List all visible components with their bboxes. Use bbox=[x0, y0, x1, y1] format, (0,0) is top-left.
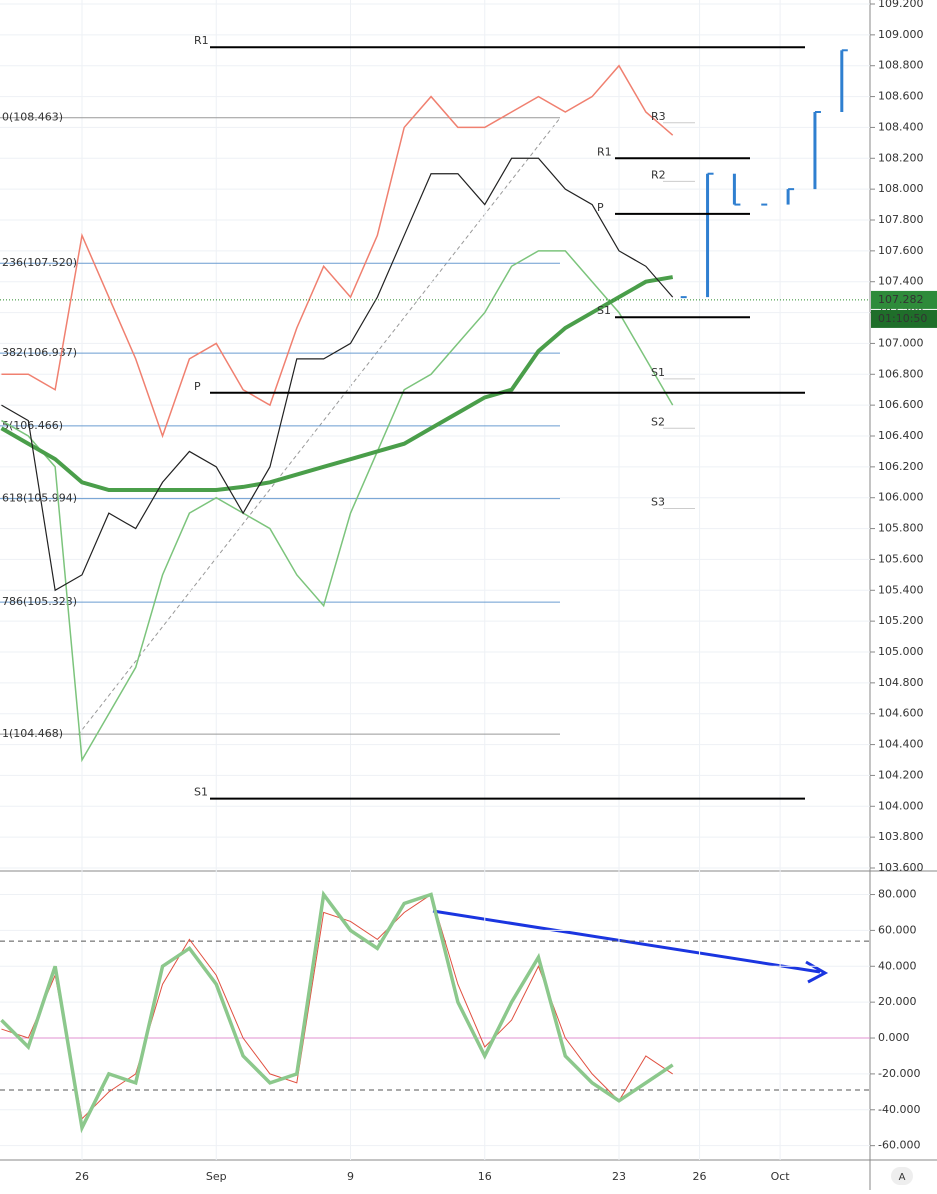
x-tick-label: 9 bbox=[347, 1170, 354, 1183]
x-tick-label: 26 bbox=[75, 1170, 89, 1183]
series-line bbox=[1, 893, 673, 1120]
y-tick-label: 106.000 bbox=[878, 491, 924, 504]
y-tick-label: 104.800 bbox=[878, 676, 924, 689]
series-line bbox=[0, 890, 674, 1134]
pivot-label: S2 bbox=[651, 415, 665, 428]
y-tick-label: 108.000 bbox=[878, 182, 924, 195]
pivot-label: S1 bbox=[597, 304, 611, 317]
y-tick-label: 107.600 bbox=[878, 244, 924, 257]
y-tick-label: 104.600 bbox=[878, 707, 924, 720]
fib-trend-line bbox=[77, 117, 561, 736]
countdown-label: 01:10:50 bbox=[878, 312, 927, 325]
y-tick-label: 106.200 bbox=[878, 460, 924, 473]
x-tick-label: Oct bbox=[771, 1170, 791, 1183]
y-tick-label: 107.400 bbox=[878, 275, 924, 288]
y-tick-label: -40.000 bbox=[878, 1103, 920, 1116]
y-tick-label: 103.800 bbox=[878, 830, 924, 843]
y-tick-label: 60.000 bbox=[878, 923, 917, 936]
y-tick-label: 105.200 bbox=[878, 614, 924, 627]
pivot-label: S1 bbox=[651, 366, 665, 379]
divergence-arrow bbox=[432, 909, 821, 974]
pivot-label: R2 bbox=[651, 168, 666, 181]
fib-label: 382(106.937) bbox=[2, 346, 77, 359]
auto-scale-glyph[interactable]: A bbox=[899, 1172, 906, 1183]
series-line bbox=[1, 64, 674, 439]
fib-label: 0(108.463) bbox=[2, 111, 63, 124]
y-tick-label: 109.200 bbox=[878, 0, 924, 10]
last-price-box bbox=[871, 290, 937, 309]
y-tick-label: -20.000 bbox=[878, 1067, 920, 1080]
x-tick-label: 26 bbox=[693, 1170, 707, 1183]
pivot-label: P bbox=[194, 380, 201, 393]
pivot-label: P bbox=[597, 201, 604, 214]
y-tick-label: 107.800 bbox=[878, 213, 924, 226]
y-tick-label: 105.800 bbox=[878, 522, 924, 535]
pivot-label: S1 bbox=[194, 786, 208, 799]
y-tick-label: 107.000 bbox=[878, 336, 924, 349]
fib-label: 786(105.323) bbox=[2, 595, 77, 608]
x-tick-label: Sep bbox=[206, 1170, 227, 1183]
y-tick-label: -60.000 bbox=[878, 1139, 920, 1152]
y-tick-label: 80.000 bbox=[878, 888, 917, 901]
y-tick-label: 104.000 bbox=[878, 799, 924, 812]
y-tick-label: 40.000 bbox=[878, 959, 917, 972]
countdown-box bbox=[871, 309, 937, 328]
y-tick-label: 108.800 bbox=[878, 59, 924, 72]
series-line bbox=[1, 250, 674, 763]
y-tick-label: 106.400 bbox=[878, 429, 924, 442]
x-tick-label: 23 bbox=[612, 1170, 626, 1183]
arrow-head bbox=[805, 960, 829, 984]
y-tick-label: 103.600 bbox=[878, 861, 924, 874]
y-tick-label: 108.200 bbox=[878, 151, 924, 164]
y-tick-label: 105.600 bbox=[878, 552, 924, 565]
pivot-label: R3 bbox=[651, 110, 666, 123]
y-tick-label: 106.800 bbox=[878, 367, 924, 380]
fib-label: 1(104.468) bbox=[2, 727, 63, 740]
pivot-label: R1 bbox=[194, 34, 209, 47]
last-price-label: 107.282 bbox=[878, 293, 924, 306]
y-tick-label: 108.600 bbox=[878, 90, 924, 103]
y-tick-label: 105.400 bbox=[878, 583, 924, 596]
pivot-label: S3 bbox=[651, 496, 665, 509]
y-tick-label: 108.400 bbox=[878, 120, 924, 133]
y-tick-label: 106.600 bbox=[878, 398, 924, 411]
y-tick-label: 104.200 bbox=[878, 768, 924, 781]
fib-label: 236(107.520) bbox=[2, 256, 77, 269]
pivot-label: R1 bbox=[597, 145, 612, 158]
series-line bbox=[1, 157, 674, 592]
x-tick-label: 16 bbox=[478, 1170, 492, 1183]
series-line bbox=[0, 275, 674, 492]
auto-scale-button[interactable] bbox=[891, 1167, 913, 1185]
y-tick-label: 104.400 bbox=[878, 738, 924, 751]
y-tick-label: 105.000 bbox=[878, 645, 924, 658]
y-tick-label: 109.000 bbox=[878, 28, 924, 41]
fib-label: 5(106.466) bbox=[2, 419, 63, 432]
y-tick-label: 0.000 bbox=[878, 1031, 910, 1044]
y-tick-label: 20.000 bbox=[878, 995, 917, 1008]
